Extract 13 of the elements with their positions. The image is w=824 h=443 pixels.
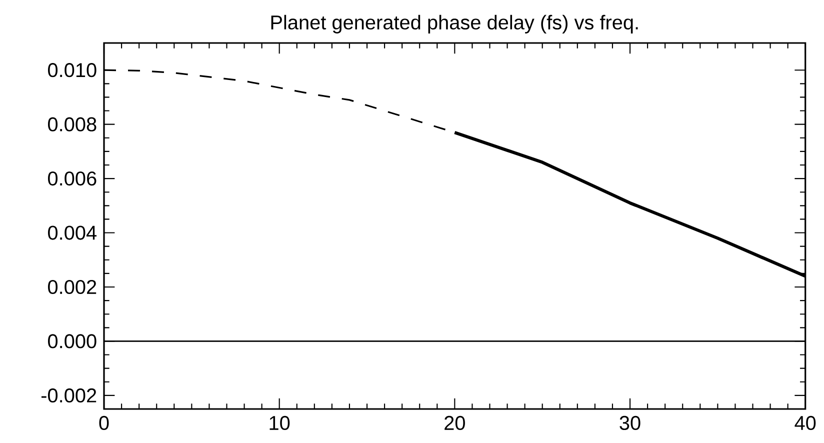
y-tick-label: 0.000	[48, 334, 96, 348]
y-tick-label: 0.006	[48, 171, 96, 186]
y-tick-label: 0.002	[48, 280, 96, 294]
x-tick-label: 20	[444, 416, 465, 430]
x-tick-label: 40	[794, 416, 816, 430]
y-tick-label: 0.010	[48, 63, 96, 78]
y-tick-label: -0.002	[41, 388, 96, 402]
x-tick-label: 30	[620, 416, 640, 430]
x-tick-label: 10	[270, 416, 290, 430]
y-tick-label: 0.004	[48, 226, 97, 240]
y-tick-label: 0.008	[48, 117, 96, 132]
x-tick-label: 0	[99, 416, 109, 430]
chart-title: Planet generated phase delay (fs) vs freq.	[271, 14, 638, 34]
